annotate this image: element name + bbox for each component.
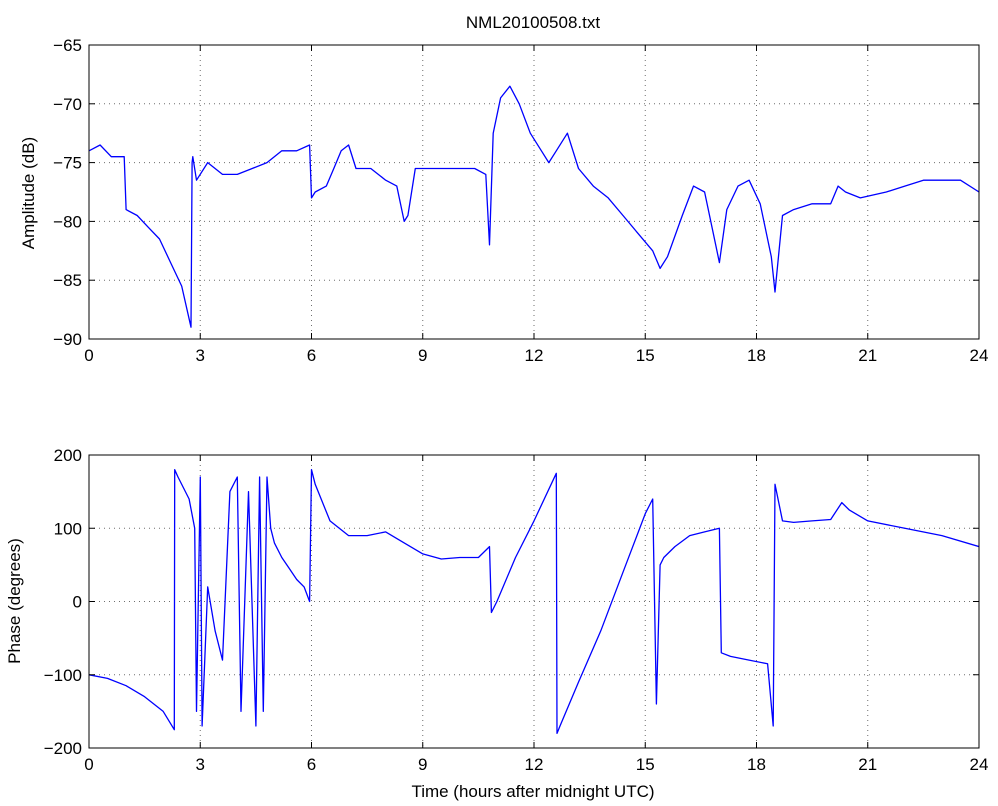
phase-grid [89, 455, 979, 748]
x-tick-label: 15 [636, 755, 655, 774]
chart-title: NML20100508.txt [466, 13, 600, 32]
phase-x-ticks: 0 3 6 9 12 15 18 21 24 [84, 455, 988, 774]
x-tick-label: 24 [970, 755, 989, 774]
x-tick-label: 3 [196, 755, 205, 774]
phase-y-ticks: −200 −100 0 100 200 [44, 446, 979, 758]
x-tick-label: 21 [858, 346, 877, 365]
amplitude-y-axis-label: Amplitude (dB) [19, 137, 38, 249]
y-tick-label: −85 [53, 271, 82, 290]
amplitude-plot: NML20100508.txt Amplitude (dB) 0 3 6 9 12 15 1… [19, 13, 988, 365]
y-tick-label: −70 [53, 95, 82, 114]
x-tick-label: 21 [858, 755, 877, 774]
y-tick-label: −90 [53, 330, 82, 349]
phase-plot: Phase (degrees) Time (hours after midnig… [5, 446, 988, 801]
y-tick-label: −100 [44, 666, 82, 685]
y-tick-label: 100 [54, 519, 82, 538]
x-tick-label: 0 [84, 346, 93, 365]
x-tick-label: 18 [747, 346, 766, 365]
phase-series [89, 469, 979, 735]
y-tick-label: 0 [73, 593, 82, 612]
x-tick-label: 0 [84, 755, 93, 774]
x-tick-label: 12 [525, 755, 544, 774]
amplitude-line [89, 85, 979, 328]
x-tick-label: 3 [196, 346, 205, 365]
phase-y-axis-label: Phase (degrees) [5, 538, 24, 664]
amplitude-y-ticks: −90 −85 −80 −75 −70 −65 [53, 36, 979, 349]
x-tick-label: 12 [525, 346, 544, 365]
x-tick-label: 6 [307, 755, 316, 774]
phase-line [89, 469, 979, 735]
y-tick-label: −75 [53, 154, 82, 173]
y-tick-label: −200 [44, 739, 82, 758]
x-tick-label: 9 [418, 755, 427, 774]
x-tick-label: 15 [636, 346, 655, 365]
amplitude-series [89, 85, 979, 328]
amplitude-grid [89, 45, 979, 339]
x-tick-label: 24 [970, 346, 989, 365]
time-x-axis-label: Time (hours after midnight UTC) [411, 782, 654, 801]
amplitude-x-ticks: 0 3 6 9 12 15 18 21 24 [84, 45, 988, 365]
x-tick-label: 18 [747, 755, 766, 774]
y-tick-label: −65 [53, 36, 82, 55]
y-tick-label: 200 [54, 446, 82, 465]
x-tick-label: 9 [418, 346, 427, 365]
y-tick-label: −80 [53, 212, 82, 231]
x-tick-label: 6 [307, 346, 316, 365]
